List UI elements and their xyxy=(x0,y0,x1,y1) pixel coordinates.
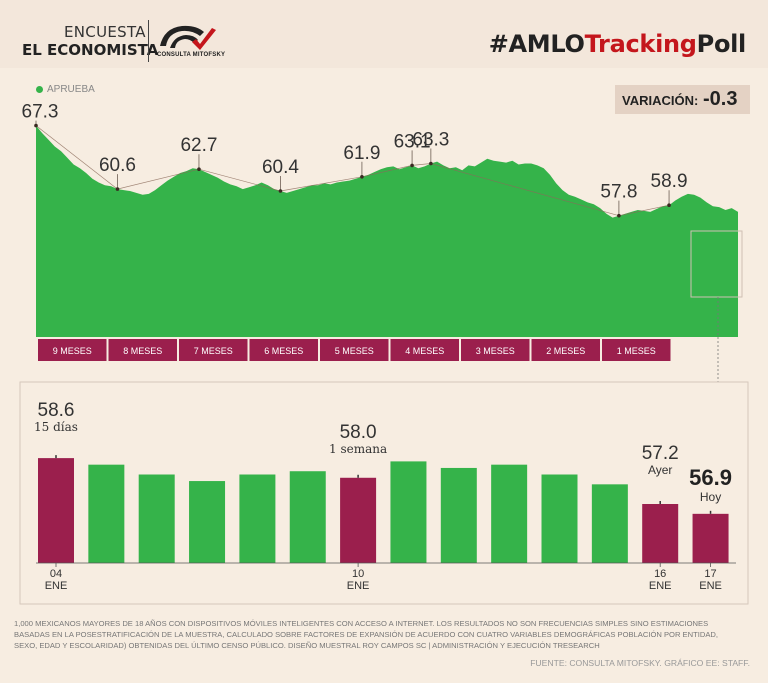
period-box xyxy=(390,339,459,361)
legend-dot-icon xyxy=(36,85,43,93)
bar xyxy=(692,513,729,563)
bar xyxy=(591,484,628,563)
bar-panel xyxy=(19,381,749,605)
period-label: 9 MESES xyxy=(53,346,92,356)
point-marker xyxy=(410,163,414,168)
period-box xyxy=(38,339,107,361)
bar-value-label: 57.2 xyxy=(642,443,679,464)
variacion-box: VARIACIÓN: -0.3 xyxy=(615,85,750,114)
point-label: 60.4 xyxy=(262,157,299,178)
point-marker xyxy=(667,203,671,208)
period-box xyxy=(108,339,177,361)
logo-text: CONSULTA MITOFSKY xyxy=(157,52,226,58)
bar xyxy=(642,504,679,563)
period-box xyxy=(179,339,248,361)
approval-charts: 67.3 60.6 62.7 60.4 61.9 63.163.3 57.8 58.9 9 ME… xyxy=(19,102,749,605)
brand-el-economista: EL ECONOMISTA xyxy=(22,41,159,59)
bar-month-label: ENE xyxy=(649,580,672,592)
period-box xyxy=(602,339,671,361)
point-marker xyxy=(429,161,433,166)
point-label: 67.3 xyxy=(22,102,59,123)
bar-month-label: ENE xyxy=(699,580,722,592)
point-label: 61.9 xyxy=(343,143,380,164)
legend-aprueba: APRUEBA xyxy=(47,84,95,95)
brand-encuesta: ENCUESTA xyxy=(64,23,146,41)
period-label: 1 MESES xyxy=(617,346,656,356)
point-label: 60.6 xyxy=(99,155,136,176)
bar xyxy=(239,474,276,563)
period-box xyxy=(531,339,600,361)
legend: APRUEBA xyxy=(36,84,95,95)
bar xyxy=(289,471,326,563)
brand-divider xyxy=(148,20,149,62)
footnote: 1,000 MEXICANOS MAYORES DE 18 AÑOS CON D… xyxy=(14,619,718,650)
bar-note-label: Ayer xyxy=(648,463,672,477)
bar-day-label: 10 xyxy=(352,568,364,580)
bar-note-label: 1 semana xyxy=(329,442,387,456)
period-box xyxy=(249,339,318,361)
bar xyxy=(440,467,477,563)
header: ENCUESTA EL ECONOMISTA CONSULTA MITOFSKY… xyxy=(0,0,768,68)
hashtag-highlight: Tracking xyxy=(584,30,697,58)
source: FUENTE: CONSULTA MITOFSKY. GRÁFICO EE: S… xyxy=(530,658,750,668)
bar xyxy=(138,474,175,563)
bar-value-label: 58.0 xyxy=(340,422,377,443)
hashtag-prefix: #AMLO xyxy=(488,30,585,58)
bar-month-label: ENE xyxy=(45,580,68,592)
point-label: 57.8 xyxy=(600,182,637,203)
variacion-label: VARIACIÓN: xyxy=(622,93,699,108)
bar-note-label: Hoy xyxy=(700,490,721,504)
point-marker xyxy=(278,189,283,193)
bar xyxy=(541,474,578,563)
period-label: 7 MESES xyxy=(194,346,233,356)
point-marker xyxy=(115,187,120,191)
bar-value-label: 58.6 xyxy=(38,400,75,421)
point-marker xyxy=(34,123,38,128)
bar-day-label: 04 xyxy=(50,568,62,580)
bar-day-label: 17 xyxy=(704,568,716,580)
point-label: 58.9 xyxy=(651,171,688,192)
period-label: 2 MESES xyxy=(546,346,585,356)
bar xyxy=(390,461,427,563)
point-marker xyxy=(617,213,621,218)
point-marker xyxy=(360,174,364,179)
point-marker xyxy=(197,167,201,172)
point-label: 62.7 xyxy=(180,135,217,156)
point-label: 63.1 xyxy=(394,131,431,152)
bar-note-label: 15 días xyxy=(34,420,78,434)
bar-value-label: 56.9 xyxy=(689,465,732,490)
period-box xyxy=(320,339,389,361)
period-label: 6 MESES xyxy=(264,346,303,356)
bar xyxy=(189,481,226,563)
period-box xyxy=(461,339,530,361)
approval-area xyxy=(36,125,738,337)
hashtag-suffix: Poll xyxy=(696,30,747,58)
bar xyxy=(491,464,528,563)
bar xyxy=(38,458,74,563)
bar-day-label: 16 xyxy=(654,568,666,580)
period-label: 5 MESES xyxy=(335,346,374,356)
variacion-value: -0.3 xyxy=(703,88,738,110)
hashtag-title: #AMLOTrackingPoll xyxy=(488,30,747,58)
zoom-box xyxy=(690,230,743,298)
mitofsky-logo-icon xyxy=(160,25,216,50)
period-label: 8 MESES xyxy=(123,346,162,356)
bar xyxy=(88,464,125,563)
period-label: 4 MESES xyxy=(405,346,444,356)
period-label: 3 MESES xyxy=(476,346,515,356)
bar-month-label: ENE xyxy=(347,580,370,592)
point-label: 63.3 xyxy=(412,130,449,151)
bar xyxy=(340,477,377,563)
